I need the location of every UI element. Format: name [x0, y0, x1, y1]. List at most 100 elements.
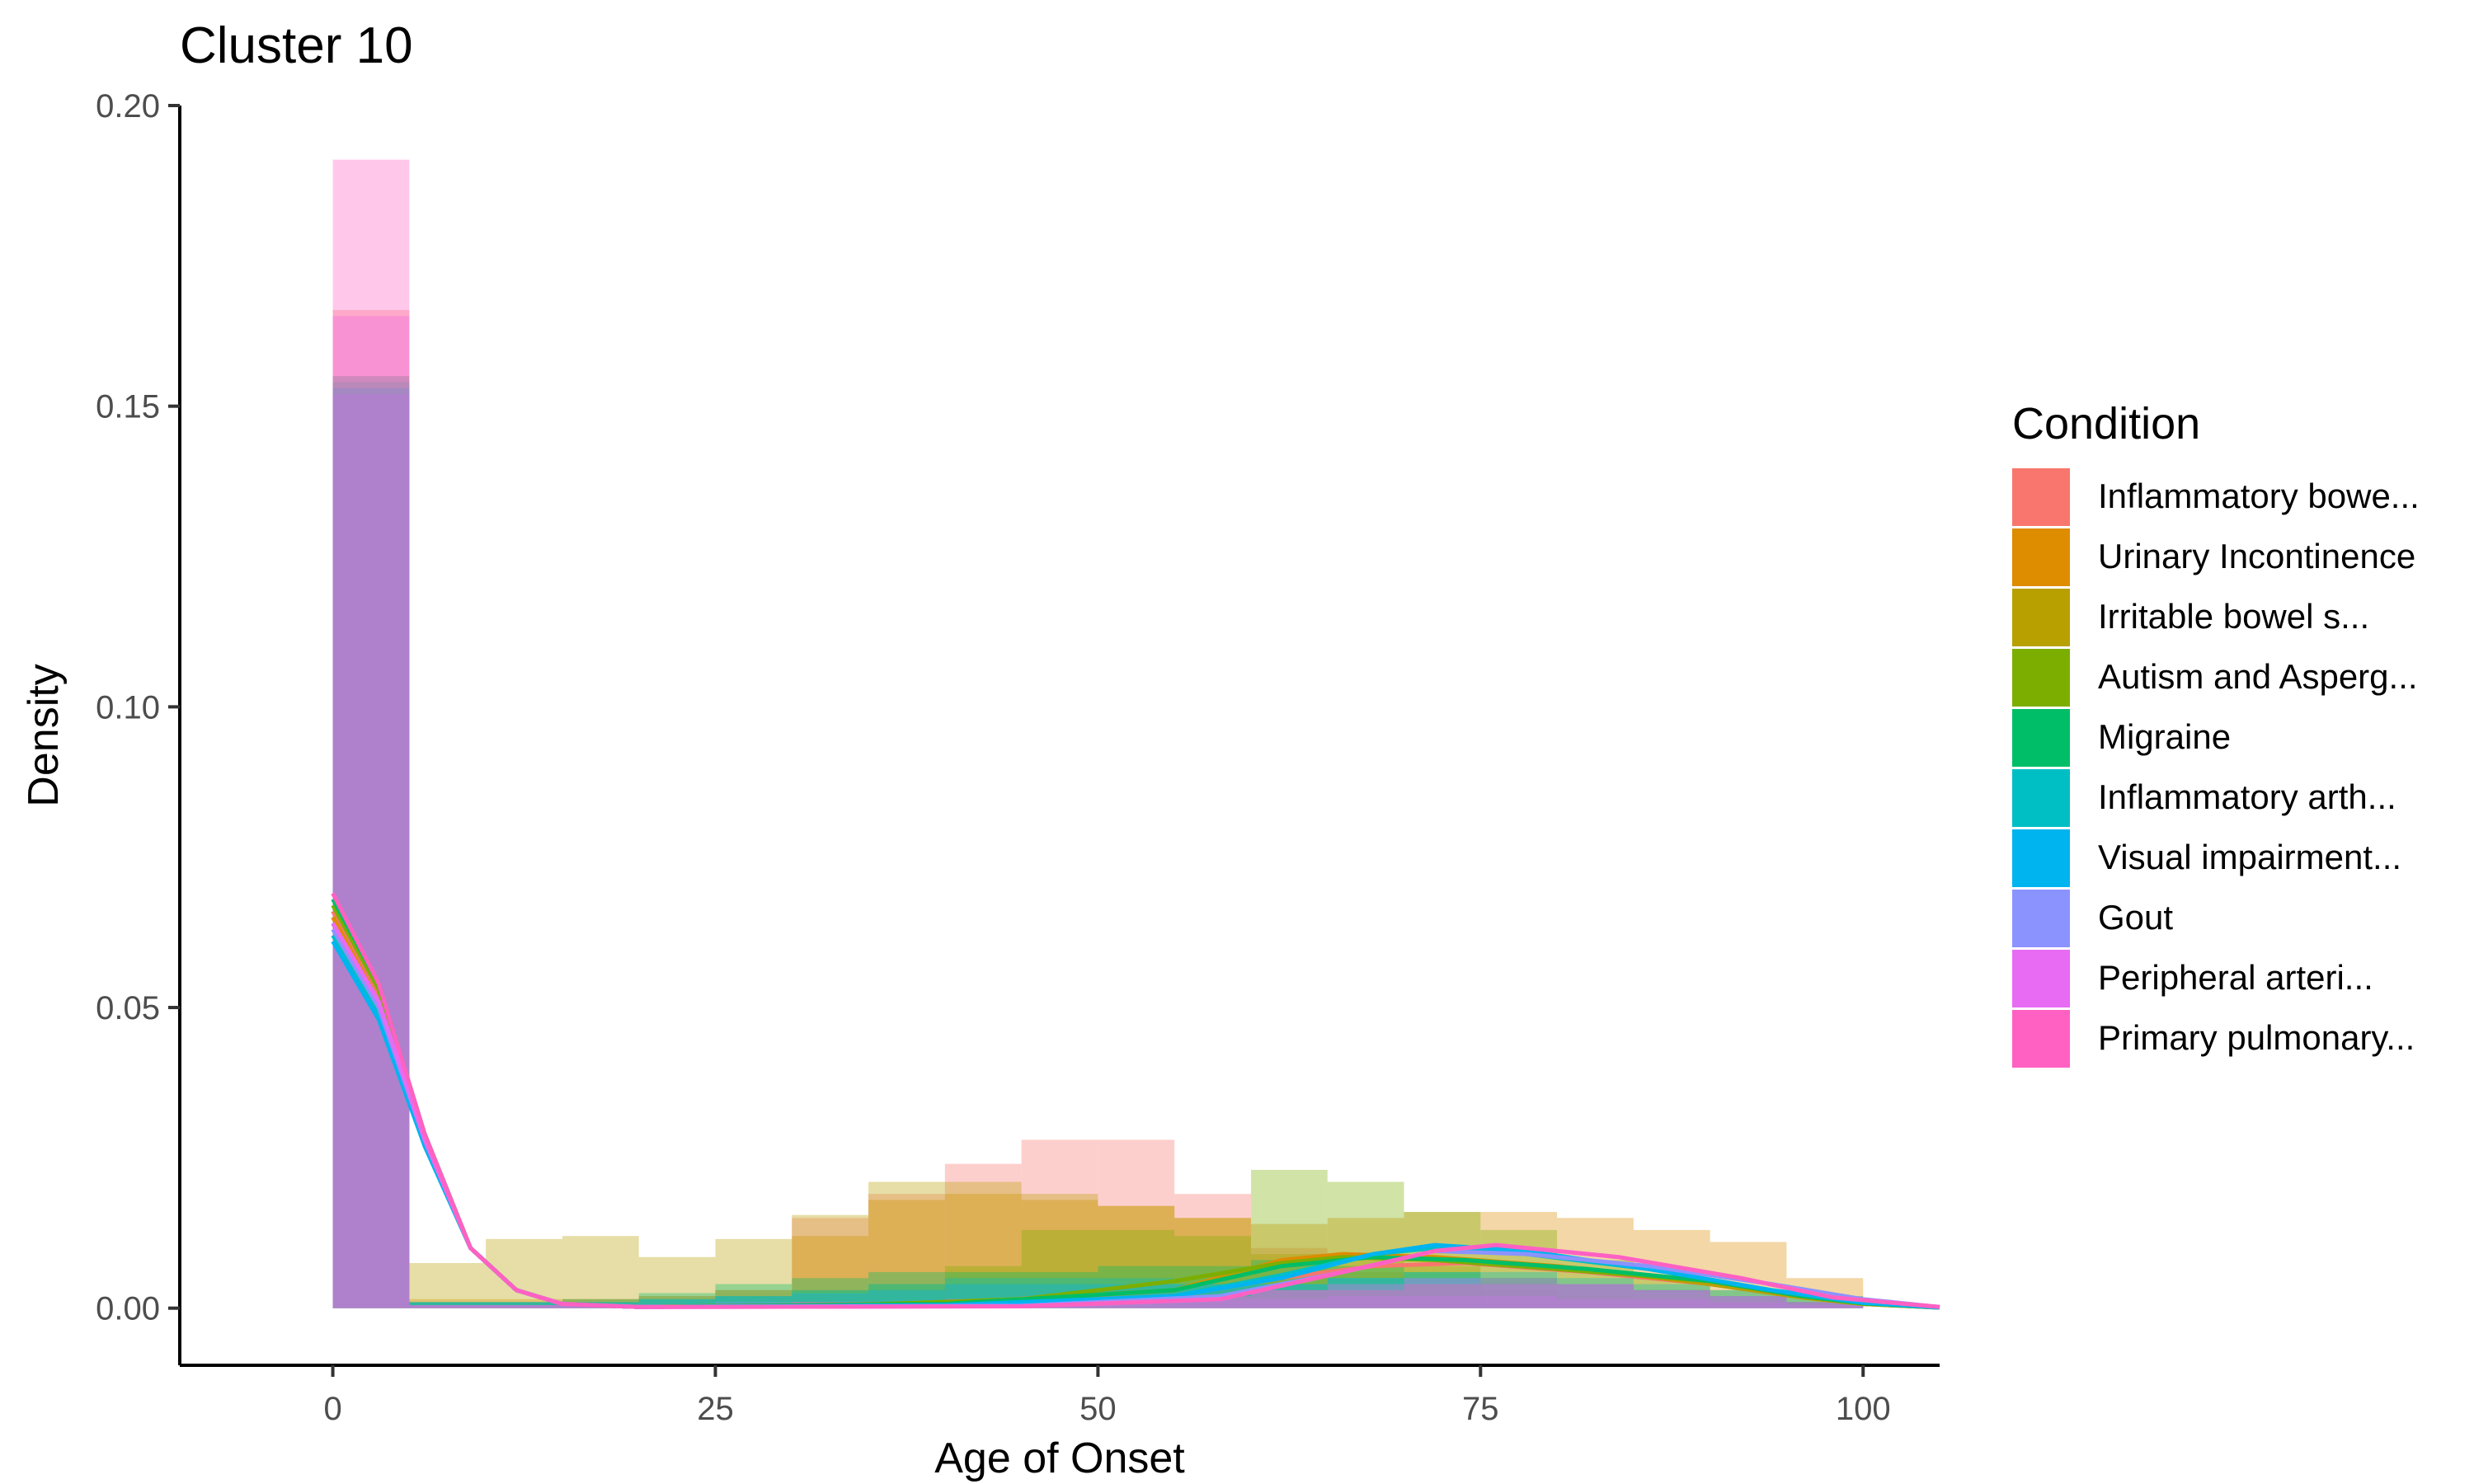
- histogram-bar: [944, 1163, 1022, 1308]
- histogram-bar: [409, 1305, 487, 1308]
- histogram-bar: [332, 376, 410, 1308]
- histogram-bar: [1480, 1284, 1558, 1308]
- histogram-bar: [1327, 1289, 1404, 1308]
- histogram-bar: [1327, 1296, 1404, 1308]
- histogram-bar: [1710, 1289, 1787, 1308]
- legend-label: Irritable bowel s...: [2098, 597, 2369, 636]
- legend-label: Urinary Incontinence: [2098, 537, 2415, 575]
- legend-item: Urinary Incontinence: [2012, 528, 2415, 586]
- histogram-bar: [1404, 1271, 1481, 1308]
- histogram-bar: [1480, 1278, 1558, 1308]
- histogram-bar: [1327, 1278, 1404, 1308]
- series-bars-3: [332, 394, 1864, 1308]
- histogram-bar: [486, 1305, 562, 1308]
- density-curve-10: [331, 892, 1940, 1309]
- legend-key: [2012, 468, 2070, 526]
- histogram-bar: [1633, 1289, 1710, 1308]
- histogram-bar: [409, 1302, 487, 1308]
- legend-item: Inflammatory bowe...: [2012, 468, 2420, 526]
- histogram-bar: [1633, 1298, 1710, 1308]
- legend-key: [2012, 709, 2070, 767]
- series-bars-1: [332, 309, 1864, 1308]
- histogram-bar: [944, 1194, 1022, 1308]
- histogram-bar: [1021, 1139, 1098, 1308]
- legend-key: [2012, 890, 2070, 947]
- legend-label: Autism and Asperg...: [2098, 657, 2418, 696]
- histogram-bar: [1557, 1296, 1634, 1308]
- histogram-bar: [562, 1236, 639, 1308]
- histogram-bar: [1786, 1302, 1864, 1308]
- histogram-bar: [1786, 1302, 1864, 1308]
- histogram-bar: [486, 1302, 562, 1308]
- legend-item: Migraine: [2012, 709, 2231, 767]
- histogram-bar: [409, 1298, 487, 1308]
- histogram-bar: [1404, 1284, 1481, 1308]
- histogram-bar: [1480, 1289, 1558, 1308]
- y-axis-ticks: 0.00 0.05 0.10 0.15 0.20: [96, 88, 180, 1327]
- x-tick-label: 75: [1462, 1391, 1499, 1427]
- y-tick-label: 0.20: [96, 88, 160, 124]
- histogram-bar: [409, 1302, 487, 1308]
- legend: Condition Inflammatory bowe... Urinary In…: [2012, 399, 2420, 1068]
- legend-key: [2012, 649, 2070, 707]
- histogram-bar: [486, 1302, 562, 1308]
- histogram-bar: [1327, 1181, 1404, 1308]
- histogram-bar: [1710, 1302, 1787, 1308]
- histogram-bar: [638, 1298, 716, 1308]
- histogram-bar: [486, 1302, 562, 1308]
- histogram-bar: [1327, 1271, 1404, 1308]
- legend-item: Visual impairment...: [2012, 829, 2401, 887]
- axes: 0 25 50 75 100 0.00 0.05 0.10 0.15 0.20: [96, 88, 1940, 1427]
- histogram-bar: [638, 1298, 716, 1308]
- histogram-bar: [1174, 1298, 1251, 1308]
- legend-title: Condition: [2012, 399, 2200, 448]
- histogram-bar: [792, 1218, 869, 1308]
- histogram-bar: [1633, 1289, 1710, 1308]
- x-axis-ticks: 0 25 50 75 100: [323, 1365, 1891, 1427]
- histogram-bar: [1404, 1271, 1481, 1308]
- histogram-bar: [409, 1263, 487, 1308]
- histogram-bar: [1710, 1289, 1787, 1308]
- histogram-bar: [1098, 1139, 1175, 1308]
- histogram-bar: [332, 387, 410, 1308]
- histogram-bar: [1404, 1278, 1481, 1308]
- histogram-bar: [1557, 1284, 1634, 1308]
- density-curves: [331, 892, 1940, 1310]
- x-tick-label: 50: [1079, 1391, 1117, 1427]
- histogram-bar: [1710, 1296, 1787, 1308]
- plot-area: [331, 159, 1940, 1310]
- legend-item: Primary pulmonary...: [2012, 1010, 2415, 1068]
- histogram-bar: [486, 1298, 562, 1308]
- legend-key: [2012, 528, 2070, 586]
- histogram-bar: [486, 1305, 562, 1308]
- histogram-bar: [1480, 1278, 1558, 1308]
- histogram-bar: [486, 1302, 562, 1308]
- histogram-bar: [1480, 1278, 1558, 1308]
- legend-item: Irritable bowel s...: [2012, 589, 2369, 646]
- histogram-bars: [332, 159, 1864, 1308]
- histogram-bar: [792, 1214, 869, 1308]
- histogram-bar: [409, 1305, 487, 1308]
- histogram-bar: [332, 316, 410, 1308]
- histogram-bar: [1250, 1289, 1328, 1308]
- histogram-bar: [1250, 1298, 1328, 1308]
- histogram-bar: [638, 1298, 716, 1308]
- histogram-bar: [1786, 1302, 1864, 1308]
- histogram-bar: [1480, 1284, 1558, 1308]
- histogram-bar: [1557, 1284, 1634, 1308]
- histogram-bar: [1710, 1302, 1787, 1308]
- histogram-bar: [409, 1302, 487, 1308]
- y-axis-label: Density: [20, 664, 68, 806]
- histogram-bar: [332, 376, 410, 1308]
- y-tick-label: 0.05: [96, 990, 160, 1026]
- series-bars-2: [332, 376, 1864, 1308]
- legend-label: Visual impairment...: [2098, 838, 2401, 876]
- histogram-bar: [409, 1305, 487, 1308]
- histogram-bar: [1557, 1278, 1634, 1308]
- histogram-bar: [638, 1256, 716, 1308]
- legend-key: [2012, 950, 2070, 1007]
- histogram-bar: [1710, 1296, 1787, 1308]
- histogram-bar: [1633, 1298, 1710, 1308]
- chart-title: Cluster 10: [180, 17, 413, 74]
